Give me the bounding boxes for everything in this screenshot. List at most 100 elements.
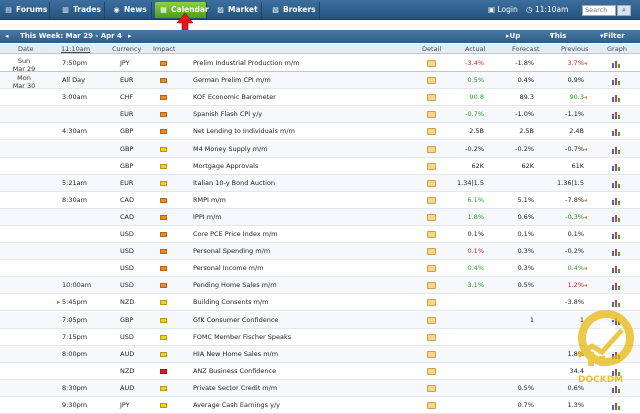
forecast-value: 0.7% [517,401,534,409]
tab-trades[interactable]: ▥ Trades [57,2,105,18]
col-time[interactable]: 11:10am [61,45,91,53]
graph-icon[interactable] [612,368,621,376]
graph-icon[interactable] [612,299,621,308]
table-row[interactable]: 9:30pm JPY Average Cash Earnings y/y 0.7% 1.… [0,397,640,414]
next-week-button[interactable]: ▸ [128,32,132,40]
impact-yellow-icon[interactable] [160,334,167,340]
search-input[interactable]: Search [582,5,616,16]
table-row[interactable]: GBP M4 Money Supply m/m -0.2% -0.2% -0.7% ◂ [0,140,640,158]
graph-icon[interactable] [612,282,621,291]
detail-folder-icon[interactable] [427,333,436,341]
detail-folder-icon[interactable] [427,350,436,358]
detail-folder-icon[interactable] [427,94,436,102]
login-link[interactable]: ▣ Login [488,5,518,14]
detail-folder-icon[interactable] [427,265,436,273]
impact-orange-icon[interactable] [160,266,167,272]
impact-orange-icon[interactable] [160,197,167,203]
graph-icon[interactable] [612,128,621,137]
graph-icon[interactable] [612,385,621,393]
detail-folder-icon[interactable] [427,402,436,409]
detail-folder-icon[interactable] [427,179,436,187]
impact-orange-icon[interactable] [160,78,167,84]
table-row[interactable]: 5:45pm ▸ NZD Building Consents m/m -3.8% [0,294,640,312]
detail-folder-icon[interactable] [427,299,436,307]
impact-orange-icon[interactable] [160,112,167,118]
detail-folder-icon[interactable] [427,316,436,324]
graph-icon[interactable] [612,265,621,274]
detail-folder-icon[interactable] [427,60,436,67]
table-row[interactable]: USD Personal Income m/m 0.4% 0.3% 0.4% ◂ [0,260,640,278]
tab-forums[interactable]: ▤ Forums [0,2,50,18]
table-row[interactable]: All Day EUR German Prelim CPI m/m 0.5% 0.4% 0… [0,72,640,90]
detail-folder-icon[interactable] [427,196,436,204]
impact-orange-icon[interactable] [160,249,167,255]
impact-orange-icon[interactable] [160,61,167,66]
table-row[interactable]: 7:15pm USD FOMC Member Fischer Speaks [0,329,640,346]
impact-yellow-icon[interactable] [160,300,167,306]
table-row[interactable]: 7:05pm GBP GfK Consumer Confidence 1 1 [0,311,640,329]
table-row[interactable]: 7:50pm JPY Prelim Industrial Production m/… [0,55,640,72]
detail-folder-icon[interactable] [427,231,436,238]
prev-week-button[interactable]: ◂ [5,32,9,40]
table-row[interactable]: GBP Mortgage Approvals 62K 62K 61K [0,158,640,175]
impact-yellow-icon[interactable] [160,317,167,323]
table-row[interactable]: 5:21am EUR Italian 10-y Bond Auction 1.34|1… [0,174,640,192]
impact-yellow-icon[interactable] [160,351,167,357]
detail-folder-icon[interactable] [427,384,436,392]
graph-icon[interactable] [612,248,621,257]
search-button[interactable]: ⌕ [617,5,631,16]
table-row[interactable]: 10:00am USD Pending Home Sales m/m 3.1% 0.5%… [0,277,640,295]
impact-yellow-icon[interactable] [160,180,167,186]
table-row[interactable]: 8:00pm AUD HIA New Home Sales m/m 1.8% [0,345,640,363]
filter-button[interactable]: ▾ Filter [600,32,625,40]
graph-icon[interactable] [612,94,621,103]
detail-folder-icon[interactable] [427,77,436,85]
graph-icon[interactable] [612,180,621,188]
impact-orange-icon[interactable] [160,95,167,101]
impact-orange-icon[interactable] [160,283,167,289]
detail-folder-icon[interactable] [427,145,436,153]
event-name: Pending Home Sales m/m [193,281,277,290]
graph-icon[interactable] [612,60,621,68]
detail-folder-icon[interactable] [427,248,436,256]
tab-news[interactable]: ◉ News [108,2,152,18]
graph-icon[interactable] [612,402,621,410]
tab-calendar[interactable]: ▦ Calendar [155,2,209,18]
table-row[interactable]: USD Core PCE Price Index m/m 0.1% 0.1% 0.1% [0,226,640,243]
graph-icon[interactable] [612,146,621,154]
graph-icon[interactable] [612,163,621,171]
detail-folder-icon[interactable] [427,282,436,290]
up-next-button[interactable]: ▸ Up Next [506,32,528,53]
impact-yellow-icon[interactable] [160,403,167,408]
impact-yellow-icon[interactable] [160,163,167,169]
detail-folder-icon[interactable] [427,213,436,221]
graph-icon[interactable] [612,214,621,222]
impact-yellow-icon[interactable] [160,146,167,152]
graph-icon[interactable] [612,77,621,86]
detail-folder-icon[interactable] [427,128,436,136]
table-row[interactable]: 3:00am CHF KOF Economic Barometer 90.8 89.3 9… [0,89,640,107]
graph-icon[interactable] [612,111,621,120]
table-row[interactable]: CAD IPPI m/m 1.8% 0.6% -0.3% ◂ [0,208,640,226]
table-row[interactable]: USD Personal Spending m/m 0.1% 0.3% -0.2% [0,243,640,261]
impact-red-icon[interactable] [160,368,167,374]
impact-yellow-icon[interactable] [160,385,167,391]
detail-folder-icon[interactable] [427,162,436,170]
tab-brokers[interactable]: ▧ Brokers [267,2,320,18]
table-row[interactable]: 4:30am GBP Net Lending to Individuals m/m 2… [0,123,640,141]
tab-market[interactable]: ▨ Market [212,2,262,18]
impact-orange-icon[interactable] [160,232,167,237]
graph-icon[interactable] [612,197,621,205]
graph-icon[interactable] [612,231,621,239]
revision-icon: ◂ [584,145,588,153]
table-row[interactable]: 8:30pm AUD Private Sector Credit m/m 0.5% 0.… [0,379,640,397]
impact-orange-icon[interactable] [160,129,167,135]
table-row[interactable]: 8:30am CAD RMPI m/m 6.1% 5.1% -7.8% ◂ [0,192,640,209]
this-week-dropdown[interactable]: This Week ▾ [550,32,572,53]
detail-folder-icon[interactable] [427,111,436,119]
detail-folder-icon[interactable] [427,367,436,375]
table-row[interactable]: EUR Spanish Flash CPI y/y -0.7% -1.0% -1.1% [0,106,640,124]
clock-icon: ◷ [526,5,535,14]
table-row[interactable]: NZD ANZ Business Confidence 34.4 [0,363,640,380]
impact-orange-icon[interactable] [160,214,167,220]
